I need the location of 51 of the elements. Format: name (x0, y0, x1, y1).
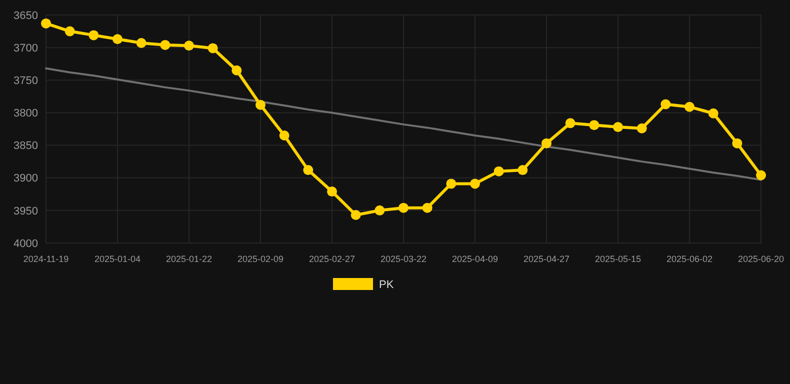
point (88, 30, 99, 40)
point (636, 123, 647, 134)
point (256, 100, 266, 110)
y-tick-label: 3750 (14, 74, 38, 87)
legend-label: PK (379, 278, 394, 291)
x-tick-label: 2025-06-20 (738, 254, 784, 264)
point (708, 108, 718, 118)
y-tick-label: 3900 (14, 172, 38, 185)
point (542, 138, 552, 148)
x-tick-label: 2025-04-27 (523, 254, 570, 264)
x-tick-label: 2025-03-22 (380, 254, 427, 264)
point (589, 120, 600, 130)
point (422, 202, 432, 213)
y-tick-label: 3650 (14, 10, 38, 22)
x-tick-label: 2025-01-22 (166, 254, 212, 264)
y-tick-label: 3850 (14, 140, 38, 152)
x-tick-label: 2024-11-19 (23, 254, 69, 264)
point (350, 210, 361, 220)
y-tick-label: 3800 (14, 108, 38, 120)
point (160, 40, 170, 50)
point (732, 138, 742, 148)
point (494, 166, 504, 176)
point (470, 178, 480, 189)
x-tick-label: 2025-04-09 (452, 254, 498, 264)
point (184, 40, 194, 51)
point (660, 99, 671, 110)
point (398, 202, 408, 213)
point (446, 178, 456, 189)
point (518, 165, 528, 176)
point (208, 43, 218, 54)
y-tick-label: 4000 (14, 238, 38, 250)
point (374, 205, 385, 216)
point (64, 26, 75, 36)
y-tick-label: 3950 (14, 205, 38, 218)
point (613, 122, 623, 132)
point (565, 118, 576, 128)
point (279, 130, 290, 141)
x-tick-label: 2025-02-09 (237, 254, 284, 264)
point (232, 65, 242, 76)
x-tick-label: 2025-01-04 (94, 254, 141, 264)
point (756, 170, 766, 180)
point (112, 34, 122, 44)
x-tick-label: 2025-02-27 (308, 254, 356, 264)
point (41, 18, 51, 28)
point (327, 186, 337, 197)
x-tick-label: 2025-06-02 (666, 254, 713, 264)
x-tick-label: 2025-05-15 (594, 254, 642, 264)
point (684, 102, 694, 112)
point (136, 38, 146, 48)
y-tick-label: 3700 (14, 42, 38, 54)
point (303, 165, 314, 176)
